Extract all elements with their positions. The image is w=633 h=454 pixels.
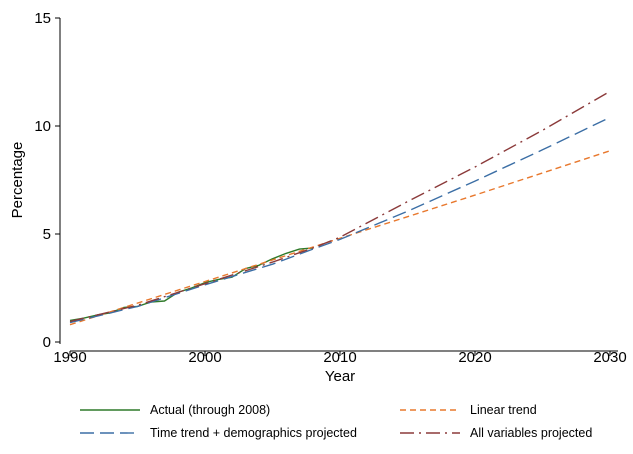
series-lines xyxy=(69,90,611,326)
x-tick-label: 2010 xyxy=(323,349,356,366)
axes: 0 5 10 15 1990 2000 2010 2020 2030 xyxy=(34,10,626,366)
y-tick-label: 10 xyxy=(34,118,51,135)
series-line-linear-trend xyxy=(69,150,611,326)
y-tick-label: 5 xyxy=(43,226,51,243)
y-axis-title: Percentage xyxy=(9,142,26,219)
x-tick-label: 2020 xyxy=(458,349,491,366)
legend-label: All variables projected xyxy=(470,426,592,440)
series-line-time-trend-demographics-projected xyxy=(69,116,611,324)
y-tick-label: 15 xyxy=(34,10,51,27)
legend: Actual (through 2008) Linear trend Time tr… xyxy=(80,403,592,440)
x-axis-title: Year xyxy=(325,368,355,385)
x-tick-label: 1990 xyxy=(53,349,86,366)
series-line-actual-through-2008 xyxy=(69,247,314,322)
series-line-all-variables-projected xyxy=(69,90,611,323)
legend-label: Actual (through 2008) xyxy=(150,403,270,417)
x-tick-label: 2030 xyxy=(593,349,626,366)
legend-label: Time trend + demographics projected xyxy=(150,426,357,440)
x-tick-label: 2000 xyxy=(188,349,221,366)
legend-label: Linear trend xyxy=(470,403,537,417)
y-tick-label: 0 xyxy=(43,334,51,351)
